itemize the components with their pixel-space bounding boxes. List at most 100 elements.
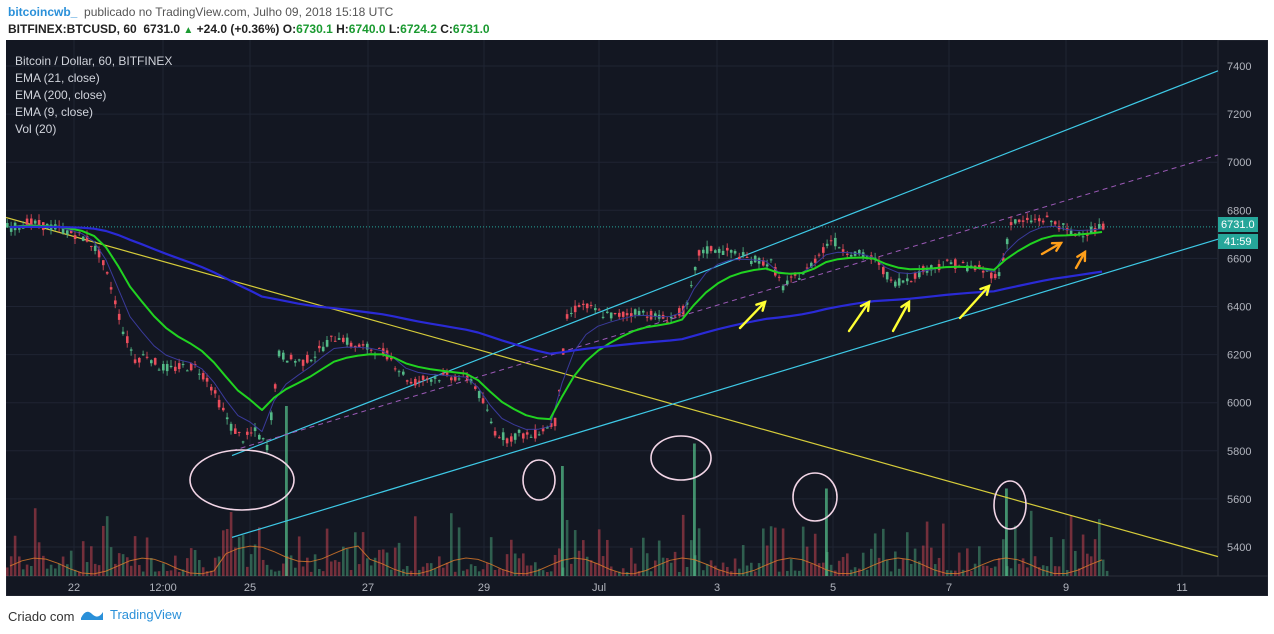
candle-body bbox=[114, 300, 117, 305]
volume-bar bbox=[337, 561, 341, 576]
channel-lower-line bbox=[231, 238, 1219, 538]
candle-body bbox=[1050, 220, 1053, 223]
volume-bar bbox=[210, 570, 213, 576]
volume-bar bbox=[37, 542, 41, 576]
candle-body bbox=[549, 423, 553, 427]
candle-body bbox=[1017, 219, 1021, 223]
candle-body bbox=[889, 279, 893, 281]
volume-bar bbox=[894, 551, 897, 576]
candle-body bbox=[781, 285, 785, 291]
candle-body bbox=[237, 431, 241, 433]
candle-body bbox=[954, 259, 957, 269]
volume-bar bbox=[558, 548, 561, 576]
volume-bar bbox=[429, 563, 433, 576]
volume-bar bbox=[846, 553, 849, 576]
candle-body bbox=[621, 311, 625, 317]
volume-bar bbox=[1014, 525, 1017, 576]
volume-bar bbox=[349, 570, 353, 576]
volume-bar bbox=[225, 528, 229, 576]
volume-bar bbox=[150, 558, 153, 576]
orange-arrow-head bbox=[1076, 249, 1087, 263]
yellow-arrow-head bbox=[900, 299, 911, 313]
publication-info: publicado no TradingView.com, Julho 09, … bbox=[84, 5, 394, 19]
volume-bar bbox=[709, 560, 713, 576]
symbol-label: BITFINEX:BTCUSD, 60 bbox=[8, 22, 137, 36]
volume-bar bbox=[793, 570, 797, 576]
candle-body bbox=[277, 350, 281, 357]
time-tag: 41:59 bbox=[1224, 236, 1252, 248]
candle-body bbox=[798, 278, 801, 280]
candle-body bbox=[186, 370, 189, 372]
volume-bar bbox=[186, 558, 189, 576]
volume-bar bbox=[246, 566, 249, 576]
candle-body bbox=[1045, 215, 1049, 218]
candle-body bbox=[829, 240, 833, 242]
candle-body bbox=[258, 434, 261, 440]
volume-bar bbox=[234, 547, 237, 576]
time-tick-label: 22 bbox=[68, 582, 80, 594]
candle-body bbox=[330, 335, 333, 337]
volume-bar bbox=[1074, 550, 1077, 576]
candle-body bbox=[909, 281, 913, 283]
time-axis[interactable]: 22 12:00 25 27 29 Jul 3 5 7 9 11 bbox=[68, 582, 1188, 594]
volume-bar bbox=[270, 569, 273, 576]
volume-bar bbox=[97, 565, 101, 576]
candle-body bbox=[1005, 238, 1009, 245]
candle-body bbox=[1033, 218, 1037, 220]
volume-bar bbox=[102, 525, 105, 576]
candle-body bbox=[666, 321, 669, 323]
volume-bar bbox=[969, 571, 973, 576]
candle-body bbox=[582, 303, 585, 305]
volume-bar bbox=[762, 528, 765, 576]
volume-bar bbox=[174, 555, 177, 576]
volume-bar bbox=[681, 514, 685, 576]
volume-bar bbox=[73, 569, 77, 576]
volume-bar bbox=[450, 513, 453, 576]
volume-bar bbox=[841, 556, 845, 576]
candle-body bbox=[1081, 236, 1085, 238]
price-chart[interactable]: 5400 5600 5800 6000 6200 6400 6600 6800 7000 7200… bbox=[5, 39, 1269, 597]
candle-body bbox=[990, 272, 993, 279]
volume-bar bbox=[822, 562, 825, 576]
downtrend-line bbox=[5, 216, 1219, 558]
candle-body bbox=[1041, 220, 1045, 223]
volume-bar bbox=[966, 548, 969, 576]
candle-body bbox=[762, 260, 765, 266]
volume-bar bbox=[685, 566, 689, 576]
volume-bar bbox=[486, 563, 489, 576]
volume-bar bbox=[306, 557, 309, 576]
time-tick-label: 5 bbox=[830, 582, 836, 594]
volume-bar bbox=[261, 559, 265, 576]
candle-body bbox=[789, 276, 793, 278]
volume-bar bbox=[297, 536, 301, 576]
candle-body bbox=[397, 371, 401, 373]
volume-bar bbox=[138, 565, 141, 576]
price-tick-label: 5400 bbox=[1227, 542, 1251, 554]
candle-body bbox=[217, 399, 221, 408]
volume-bar bbox=[265, 564, 269, 576]
tradingview-link[interactable]: TradingView bbox=[80, 606, 182, 622]
volume-bar bbox=[354, 532, 357, 576]
volume-bar bbox=[678, 571, 681, 576]
price-axis[interactable]: 5400 5600 5800 6000 6200 6400 6600 6800 7000 7200… bbox=[1227, 61, 1251, 554]
chart-area[interactable]: 5400 5600 5800 6000 6200 6400 6600 6800 7000 7200… bbox=[5, 39, 1269, 597]
volume-bar bbox=[625, 571, 629, 576]
volume-bar bbox=[637, 570, 641, 576]
candle-body bbox=[129, 349, 133, 351]
candle-body bbox=[174, 366, 177, 371]
candle-body bbox=[37, 220, 41, 226]
volume-bar bbox=[205, 571, 209, 576]
price-tick-label: 6600 bbox=[1227, 253, 1251, 265]
candle-body bbox=[229, 423, 233, 431]
volume-bar bbox=[654, 560, 657, 576]
candle-body bbox=[613, 313, 617, 315]
candle-body bbox=[273, 384, 277, 389]
volume-bar bbox=[753, 571, 757, 576]
candle-body bbox=[817, 254, 821, 256]
volume-bar bbox=[426, 563, 429, 576]
volume-bar bbox=[301, 566, 305, 576]
author-name[interactable]: bitcoincwb_ bbox=[8, 5, 78, 19]
candle-body bbox=[225, 417, 229, 420]
open-label: O: bbox=[282, 22, 297, 36]
volume-bar bbox=[493, 569, 497, 576]
